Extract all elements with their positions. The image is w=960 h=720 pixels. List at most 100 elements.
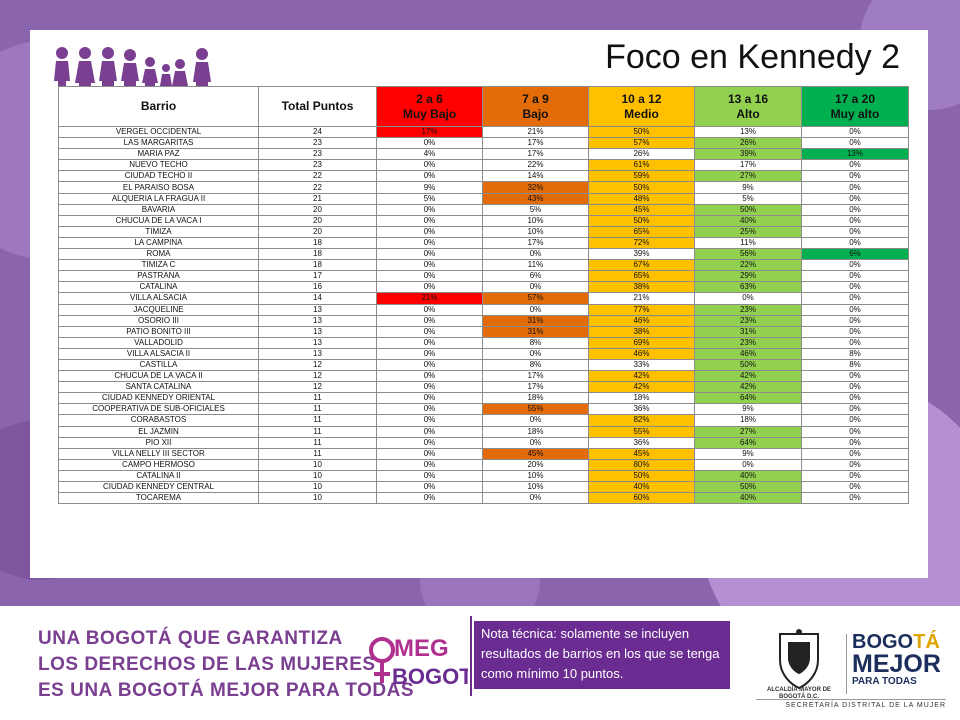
percent-cell: 0% — [801, 292, 909, 305]
table-row: OSORIO III 13 0% 31% 46% 23% 0% — [58, 314, 909, 327]
percent-cell: 0% — [376, 270, 483, 283]
level-range: 2 a 6 — [416, 91, 443, 106]
percent-cell: 64% — [694, 436, 802, 449]
percent-cell: 0% — [801, 281, 909, 294]
percent-cell: 0% — [801, 447, 909, 460]
total-cell: 13 — [258, 336, 377, 349]
percent-cell: 45% — [588, 203, 695, 216]
percent-cell: 0% — [694, 292, 802, 305]
table-row: EL PARAISO BOSA 22 9% 32% 50% 9% 0% — [58, 181, 909, 194]
percent-cell: 4% — [376, 148, 483, 161]
barrio-cell: MARIA PAZ — [58, 148, 259, 161]
total-cell: 11 — [258, 447, 377, 460]
percent-cell: 0% — [482, 414, 589, 427]
percent-cell: 17% — [482, 370, 589, 383]
total-cell: 11 — [258, 436, 377, 449]
percent-cell: 11% — [482, 259, 589, 272]
percent-cell: 13% — [694, 125, 802, 139]
percent-cell: 0% — [694, 458, 802, 471]
percent-cell: 50% — [588, 181, 695, 194]
percent-cell: 0% — [801, 259, 909, 272]
table-row: JACQUELINE 13 0% 0% 77% 23% 0% — [58, 303, 909, 316]
total-cell: 10 — [258, 492, 377, 505]
percent-cell: 0% — [801, 125, 909, 139]
percent-cell: 0% — [801, 414, 909, 427]
table-row: CIUDAD TECHO II 22 0% 14% 59% 27% 0% — [58, 170, 909, 183]
percent-cell: 40% — [694, 214, 802, 227]
percent-cell: 40% — [694, 492, 802, 505]
percent-cell: 0% — [376, 225, 483, 238]
percent-cell: 0% — [801, 469, 909, 483]
percent-cell: 0% — [376, 403, 483, 416]
barrio-cell: EL PARAISO BOSA — [58, 181, 259, 194]
percent-cell: 9% — [694, 403, 802, 416]
percent-cell: 39% — [694, 148, 802, 161]
table-row: PASTRANA 17 0% 6% 65% 29% 0% — [58, 270, 909, 283]
barrio-cell: TIMIZA — [58, 225, 259, 238]
table-row: CATALINA 16 0% 0% 38% 63% 0% — [58, 281, 909, 294]
percent-cell: 22% — [694, 259, 802, 272]
percent-cell: 45% — [588, 447, 695, 460]
barrio-cell: BAVARIA — [58, 203, 259, 216]
percent-cell: 26% — [694, 137, 802, 150]
percent-cell: 17% — [482, 236, 589, 250]
percent-cell: 17% — [694, 159, 802, 172]
percent-cell: 5% — [694, 192, 802, 205]
percent-cell: 32% — [482, 181, 589, 194]
percent-cell: 26% — [588, 148, 695, 161]
total-cell: 18 — [258, 236, 377, 250]
percent-cell: 0% — [801, 480, 909, 494]
percent-cell: 50% — [588, 125, 695, 139]
level-range: 7 a 9 — [522, 91, 549, 106]
percent-cell: 0% — [376, 325, 483, 338]
level-range: 13 a 16 — [727, 91, 769, 106]
barrio-cell: VILLA ALSACIA II — [58, 347, 259, 360]
percent-cell: 40% — [694, 469, 802, 483]
percent-cell: 0% — [376, 436, 483, 449]
barrio-cell: VILLA ALSACIA — [58, 292, 259, 305]
percent-cell: 0% — [376, 347, 483, 360]
percent-cell: 56% — [694, 248, 802, 261]
col-header-level: 2 a 6 Muy Bajo — [376, 86, 483, 127]
percent-cell: 50% — [588, 469, 695, 483]
table-row: CIUDAD KENNEDY CENTRAL 10 0% 10% 40% 50% 0% — [58, 480, 909, 494]
level-label: Muy alto — [830, 106, 880, 121]
percent-cell: 50% — [588, 214, 695, 227]
percent-cell: 57% — [588, 137, 695, 150]
percent-cell: 18% — [588, 392, 695, 405]
level-range: 17 a 20 — [834, 91, 876, 106]
percent-cell: 0% — [801, 137, 909, 150]
table-row: COOPERATIVA DE SUB-OFICIALES 11 0% 55% 36% 9%… — [58, 403, 909, 416]
percent-cell: 42% — [588, 381, 695, 394]
barrio-cell: ALQUERIA LA FRAGUA II — [58, 192, 259, 205]
percent-cell: 80% — [588, 458, 695, 471]
percent-cell: 0% — [376, 159, 483, 172]
percent-cell: 72% — [588, 236, 695, 250]
table-row: ALQUERIA LA FRAGUA II 21 5% 43% 48% 5% 0% — [58, 192, 909, 205]
percent-cell: 0% — [801, 181, 909, 194]
total-cell: 20 — [258, 203, 377, 216]
table-row: EL JAZMIN 11 0% 18% 55% 27% 0% — [58, 425, 909, 438]
percent-cell: 46% — [588, 347, 695, 360]
percent-cell: 8% — [801, 358, 909, 372]
barrio-cell: JACQUELINE — [58, 303, 259, 316]
percent-cell: 0% — [376, 370, 483, 383]
percent-cell: 0% — [376, 303, 483, 316]
barrio-cell: CORABASTOS — [58, 414, 259, 427]
total-cell: 21 — [258, 192, 377, 205]
barrio-cell: VILLA NELLY III SECTOR — [58, 447, 259, 460]
percent-cell: 0% — [482, 492, 589, 505]
barrio-cell: CIUDAD KENNEDY CENTRAL — [58, 480, 259, 494]
total-cell: 10 — [258, 469, 377, 483]
logo-divider — [846, 634, 847, 694]
barrio-cell: CAMPO HERMOSO — [58, 458, 259, 471]
percent-cell: 23% — [694, 303, 802, 316]
col-header-total: Total Puntos — [258, 86, 377, 127]
percent-cell: 65% — [588, 225, 695, 238]
slogan-line: ES UNA BOGOTÁ MEJOR PARA TODAS — [38, 680, 415, 701]
percent-cell: 50% — [694, 358, 802, 372]
percent-cell: 0% — [801, 492, 909, 505]
percent-cell: 31% — [482, 314, 589, 327]
note-divider — [470, 616, 472, 696]
